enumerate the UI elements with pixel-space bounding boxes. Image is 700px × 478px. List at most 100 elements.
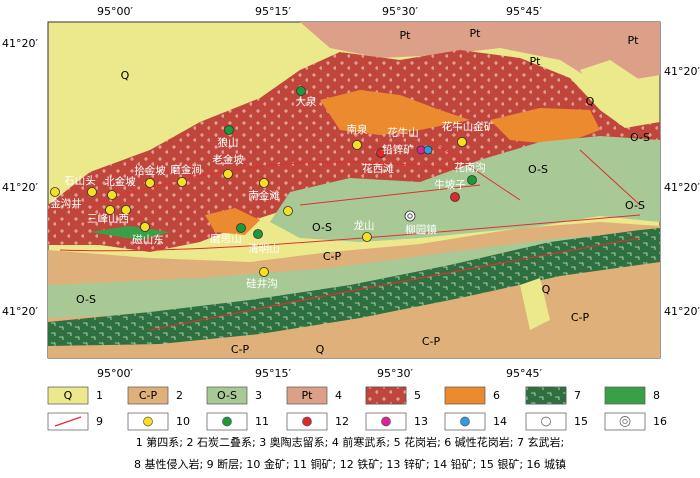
place-name: 花牛山金矿 xyxy=(442,120,495,133)
place-name: 南泉 xyxy=(347,123,368,136)
unit-label: Q xyxy=(316,343,325,356)
unit-label: C-P xyxy=(571,311,590,324)
unit-label: Q xyxy=(121,69,130,82)
gold-deposit xyxy=(283,206,293,216)
legend-swatch xyxy=(206,386,248,405)
legend-number: 12 xyxy=(335,415,349,428)
legend-label: Pt xyxy=(302,389,314,402)
caption: 1 第四系; 2 石炭二叠系; 3 奥陶志留系; 4 前寒武系; 5 花岗岩; … xyxy=(136,435,564,449)
fault xyxy=(59,139,641,331)
axis-label: 95°45′ xyxy=(506,5,542,18)
place-name: 花牛山 xyxy=(387,126,419,139)
gold-deposit xyxy=(107,190,117,200)
legend-label: C-P xyxy=(139,389,158,402)
legend-number: 7 xyxy=(574,389,581,402)
legend-number: 4 xyxy=(335,389,342,402)
legend-swatch xyxy=(604,386,646,405)
legend-swatch xyxy=(47,386,89,405)
legend-fault xyxy=(54,416,82,427)
copper-deposit xyxy=(467,175,477,185)
legend-number: 16 xyxy=(653,415,667,428)
legend-number: 5 xyxy=(414,389,421,402)
axis-label: 95°00′ xyxy=(97,367,133,380)
gold-deposit xyxy=(362,232,372,242)
legend-number: 13 xyxy=(414,415,428,428)
lead-deposit xyxy=(423,145,433,155)
axis-label: 95°45′ xyxy=(506,367,542,380)
place-name: 铅锌矿 xyxy=(382,143,414,156)
unit-label: Pt xyxy=(530,55,542,68)
place-name: 大泉 xyxy=(296,95,317,108)
place-name: 狼山 xyxy=(218,136,239,149)
unit-label: Pt xyxy=(470,27,482,40)
unit-label: O-S xyxy=(625,199,645,212)
place-name: 花西滩 xyxy=(362,162,394,175)
axis-label: 41°20′ xyxy=(664,181,700,194)
gold-deposit xyxy=(259,267,269,277)
unit-label: Q xyxy=(542,283,551,296)
place-name: 北金坡 xyxy=(104,175,136,188)
place-name: 磁山东 xyxy=(132,233,164,246)
gold-deposit xyxy=(105,205,115,215)
legend-marker xyxy=(460,416,470,427)
legend-swatch xyxy=(444,386,486,405)
place-names: 大泉 狼山 南泉 花牛山 铅锌矿 花牛山金矿 花西滩 花南沟 牛坡子 柳园镇 龙… xyxy=(50,95,494,290)
unit-label: O-S xyxy=(312,221,332,234)
copper-deposit xyxy=(296,86,306,96)
gold-deposit xyxy=(145,178,155,188)
place-name: 清明山 xyxy=(248,242,280,255)
place-name: 花南沟 xyxy=(454,161,486,174)
gold-deposit xyxy=(177,177,187,187)
axis-label: 95°15′ xyxy=(255,367,291,380)
unit-label: C-P xyxy=(231,343,250,356)
legend-swatch xyxy=(525,386,567,405)
gold-deposit xyxy=(87,187,97,197)
legend-number: 15 xyxy=(574,415,588,428)
gold-deposit xyxy=(140,222,150,232)
legend-label: O-S xyxy=(217,389,237,402)
axis-label: 41°20′ xyxy=(664,65,700,78)
legend-number: 9 xyxy=(96,415,103,428)
legend-marker xyxy=(143,416,153,427)
legend-swatch xyxy=(127,386,169,405)
legend-text: Q C-P O-S Pt 1 2 3 4 5 6 7 8 9 10 11 12 … xyxy=(64,389,667,428)
place-name: 南金滩 xyxy=(248,189,280,202)
town xyxy=(407,213,413,219)
copper-deposit xyxy=(236,223,246,233)
unit-labels: Q Pt Pt Pt Pt Q O-S O-S O-S O-S C-P O-S … xyxy=(76,27,650,356)
gold-deposit xyxy=(121,205,131,215)
place-name: 老金坡 xyxy=(212,153,244,166)
unit-label: C-P xyxy=(422,335,441,348)
place-name: 龙山 xyxy=(354,219,375,232)
place-name: 硅井沟 xyxy=(246,277,278,290)
alkaline-granite xyxy=(490,108,600,145)
legend-number: 10 xyxy=(176,415,190,428)
place-name: 牛坡子 xyxy=(434,178,466,191)
basic-intrusive xyxy=(90,226,170,240)
axis-label: 95°15′ xyxy=(255,5,291,18)
unit-label: O-S xyxy=(528,163,548,176)
legend-marker xyxy=(381,416,391,427)
legend-marker xyxy=(622,418,628,425)
legend-number: 3 xyxy=(255,389,262,402)
legend-marker xyxy=(302,416,312,427)
place-name: 拾金坡 xyxy=(134,164,166,177)
axis-label: 95°30′ xyxy=(377,367,413,380)
iron-deposit xyxy=(376,148,386,158)
axis-label: 41°20′ xyxy=(2,181,38,194)
axis-labels: 95°00′ 95°15′ 95°30′ 95°45′ 95°00′ 95°15… xyxy=(2,5,700,380)
axis-label: 41°20′ xyxy=(664,305,700,318)
q-patch xyxy=(580,60,650,125)
basalt-pattern xyxy=(48,228,660,346)
legend-swatch xyxy=(365,386,407,405)
axis-label: 41°20′ xyxy=(2,305,38,318)
alkaline-granite xyxy=(320,90,470,135)
pt-area xyxy=(300,22,660,85)
unit-label: O-S xyxy=(76,293,96,306)
legend-swatch xyxy=(286,386,328,405)
legend-number: 6 xyxy=(493,389,500,402)
unit-label: O-S xyxy=(630,131,650,144)
place-name: 金沟井 xyxy=(50,197,82,210)
legend-marker xyxy=(541,416,551,427)
copper-deposit xyxy=(253,229,263,239)
